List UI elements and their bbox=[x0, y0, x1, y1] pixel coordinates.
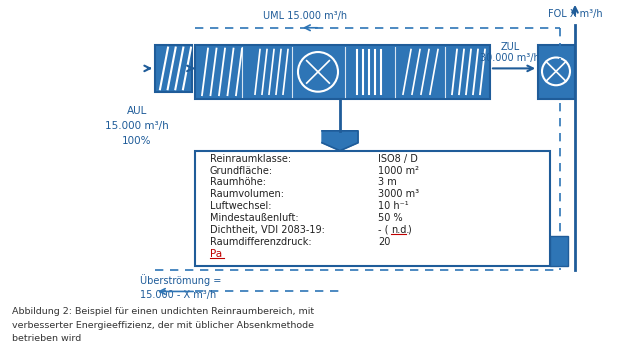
Text: FOL X m³/h: FOL X m³/h bbox=[548, 9, 602, 19]
Text: n.d.: n.d. bbox=[391, 225, 409, 235]
FancyBboxPatch shape bbox=[195, 45, 490, 99]
Text: ISO8 / D: ISO8 / D bbox=[378, 153, 418, 164]
FancyBboxPatch shape bbox=[538, 45, 575, 99]
Text: - (: - ( bbox=[378, 225, 389, 235]
Text: Raumvolumen:: Raumvolumen: bbox=[210, 189, 284, 199]
Text: Pa: Pa bbox=[210, 249, 222, 259]
Text: Überströmung =
15.000 - X m³/h: Überströmung = 15.000 - X m³/h bbox=[140, 274, 222, 300]
Text: ): ) bbox=[407, 225, 411, 235]
Text: ZUL
30.000 m³/h: ZUL 30.000 m³/h bbox=[480, 42, 540, 63]
Text: UML 15.000 m³/h: UML 15.000 m³/h bbox=[263, 11, 347, 21]
Text: 50 %: 50 % bbox=[378, 213, 403, 223]
Text: Luftwechsel:: Luftwechsel: bbox=[210, 201, 272, 211]
Text: Raumhöhe:: Raumhöhe: bbox=[210, 177, 266, 187]
FancyBboxPatch shape bbox=[155, 45, 192, 92]
Text: Raumdifferenzdruck:: Raumdifferenzdruck: bbox=[210, 237, 312, 247]
Text: 1000 m²: 1000 m² bbox=[378, 165, 419, 176]
FancyBboxPatch shape bbox=[550, 236, 568, 266]
Text: Abbildung 2: Beispiel für einen undichten Reinraumbereich, mit
verbesserter Ener: Abbildung 2: Beispiel für einen undichte… bbox=[12, 307, 314, 343]
Text: 10 h⁻¹: 10 h⁻¹ bbox=[378, 201, 409, 211]
Text: Reinraumklasse:: Reinraumklasse: bbox=[210, 153, 291, 164]
Text: 3 m: 3 m bbox=[378, 177, 397, 187]
Text: 20: 20 bbox=[378, 237, 391, 247]
Text: 3000 m³: 3000 m³ bbox=[378, 189, 419, 199]
Text: Dichtheit, VDI 2083-19:: Dichtheit, VDI 2083-19: bbox=[210, 225, 325, 235]
Text: AUL
15.000 m³/h
100%: AUL 15.000 m³/h 100% bbox=[105, 106, 169, 146]
Text: Mindestaußenluft:: Mindestaußenluft: bbox=[210, 213, 299, 223]
Text: Grundfläche:: Grundfläche: bbox=[210, 165, 273, 176]
FancyBboxPatch shape bbox=[195, 151, 550, 266]
Polygon shape bbox=[322, 131, 358, 151]
